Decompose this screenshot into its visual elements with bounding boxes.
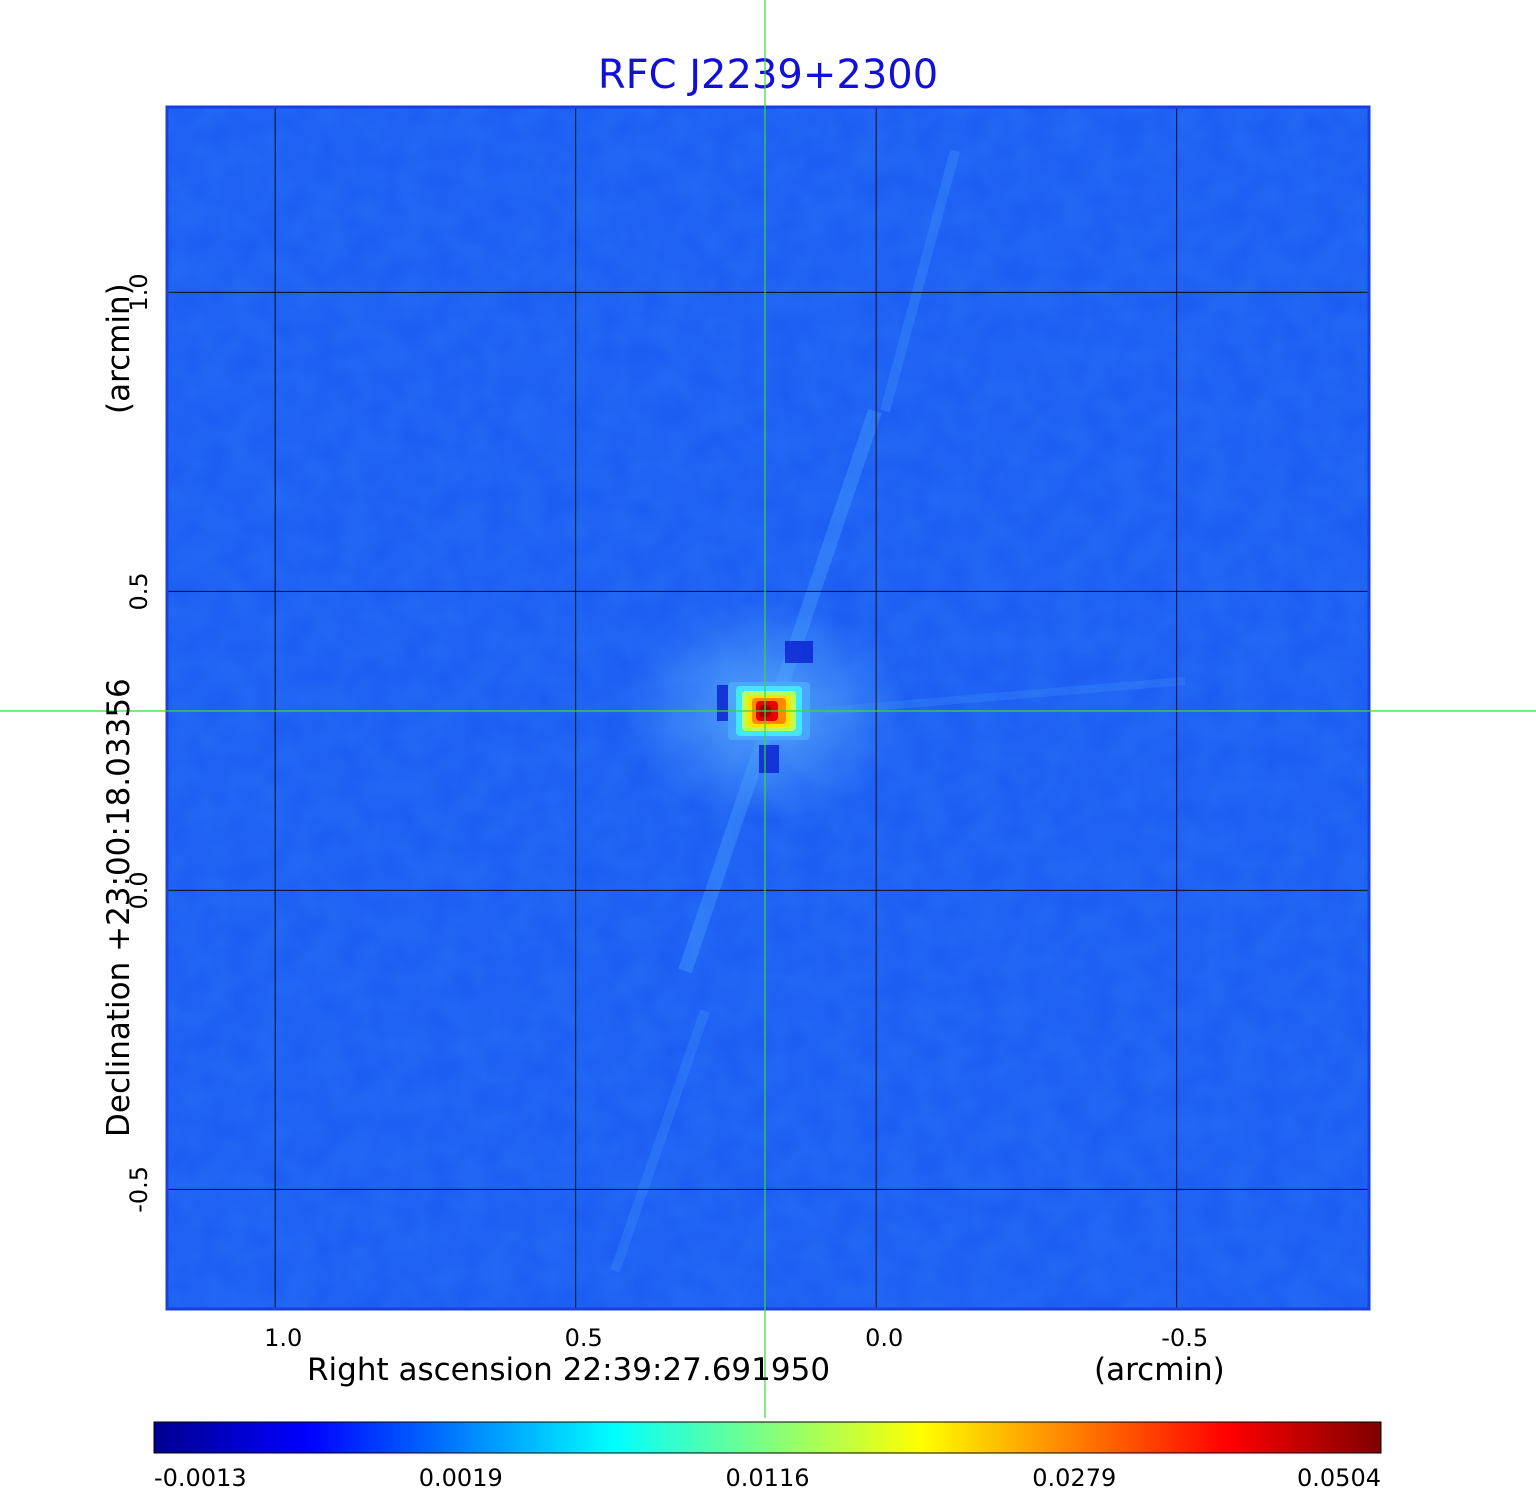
y-tick-label-0: 1.0 (125, 273, 153, 311)
plot-area (167, 107, 1369, 1309)
x-axis-unit: (arcmin) (1094, 1352, 1225, 1388)
y-tick-label-2: 0.0 (125, 871, 153, 909)
chart-title: RFC J2239+2300 (598, 52, 938, 98)
x-tick-label-3: -0.5 (1161, 1324, 1208, 1352)
crosshair (0, 0, 1536, 1418)
x-tick-label-2: 0.0 (865, 1324, 903, 1352)
grid-lines (167, 107, 1369, 1309)
colorbar-tick-label-4: 0.0504 (1297, 1464, 1381, 1492)
colorbar: -0.0013 0.0019 0.0116 0.0279 0.0504 (153, 1421, 1382, 1492)
colorbar-tick-label-1: 0.0019 (419, 1464, 503, 1492)
sidelobe-streak-3 (610, 1009, 710, 1273)
sidelobe-streak-2 (880, 149, 960, 413)
colorbar-tick-label-2: 0.0116 (726, 1464, 810, 1492)
y-tick-label-1: 0.5 (125, 572, 153, 610)
colorbar-tick-labels: -0.0013 0.0019 0.0116 0.0279 0.0504 (154, 1464, 1381, 1492)
y-axis-label: Declination +23:00:18.03356 (101, 678, 137, 1137)
colorbar-tick-label-3: 0.0279 (1032, 1464, 1116, 1492)
colorbar-gradient (153, 1421, 1382, 1454)
negative-lobe-1 (784, 640, 813, 663)
x-tick-label-1: 0.5 (565, 1324, 603, 1352)
plot-frame (165, 105, 1371, 1311)
sidelobe-streak-4 (824, 677, 1186, 715)
y-axis-unit: (arcmin) (101, 283, 137, 414)
colorbar-tick-label-0: -0.0013 (154, 1464, 247, 1492)
x-tick-labels: 1.0 0.5 0.0 -0.5 (264, 1324, 1208, 1352)
x-tick-label-0: 1.0 (264, 1324, 302, 1352)
y-tick-label-3: -0.5 (125, 1166, 153, 1213)
negative-lobe-3 (758, 744, 779, 773)
x-axis-label: Right ascension 22:39:27.691950 (307, 1352, 830, 1388)
y-tick-labels: 1.0 0.5 0.0 -0.5 (125, 273, 153, 1213)
